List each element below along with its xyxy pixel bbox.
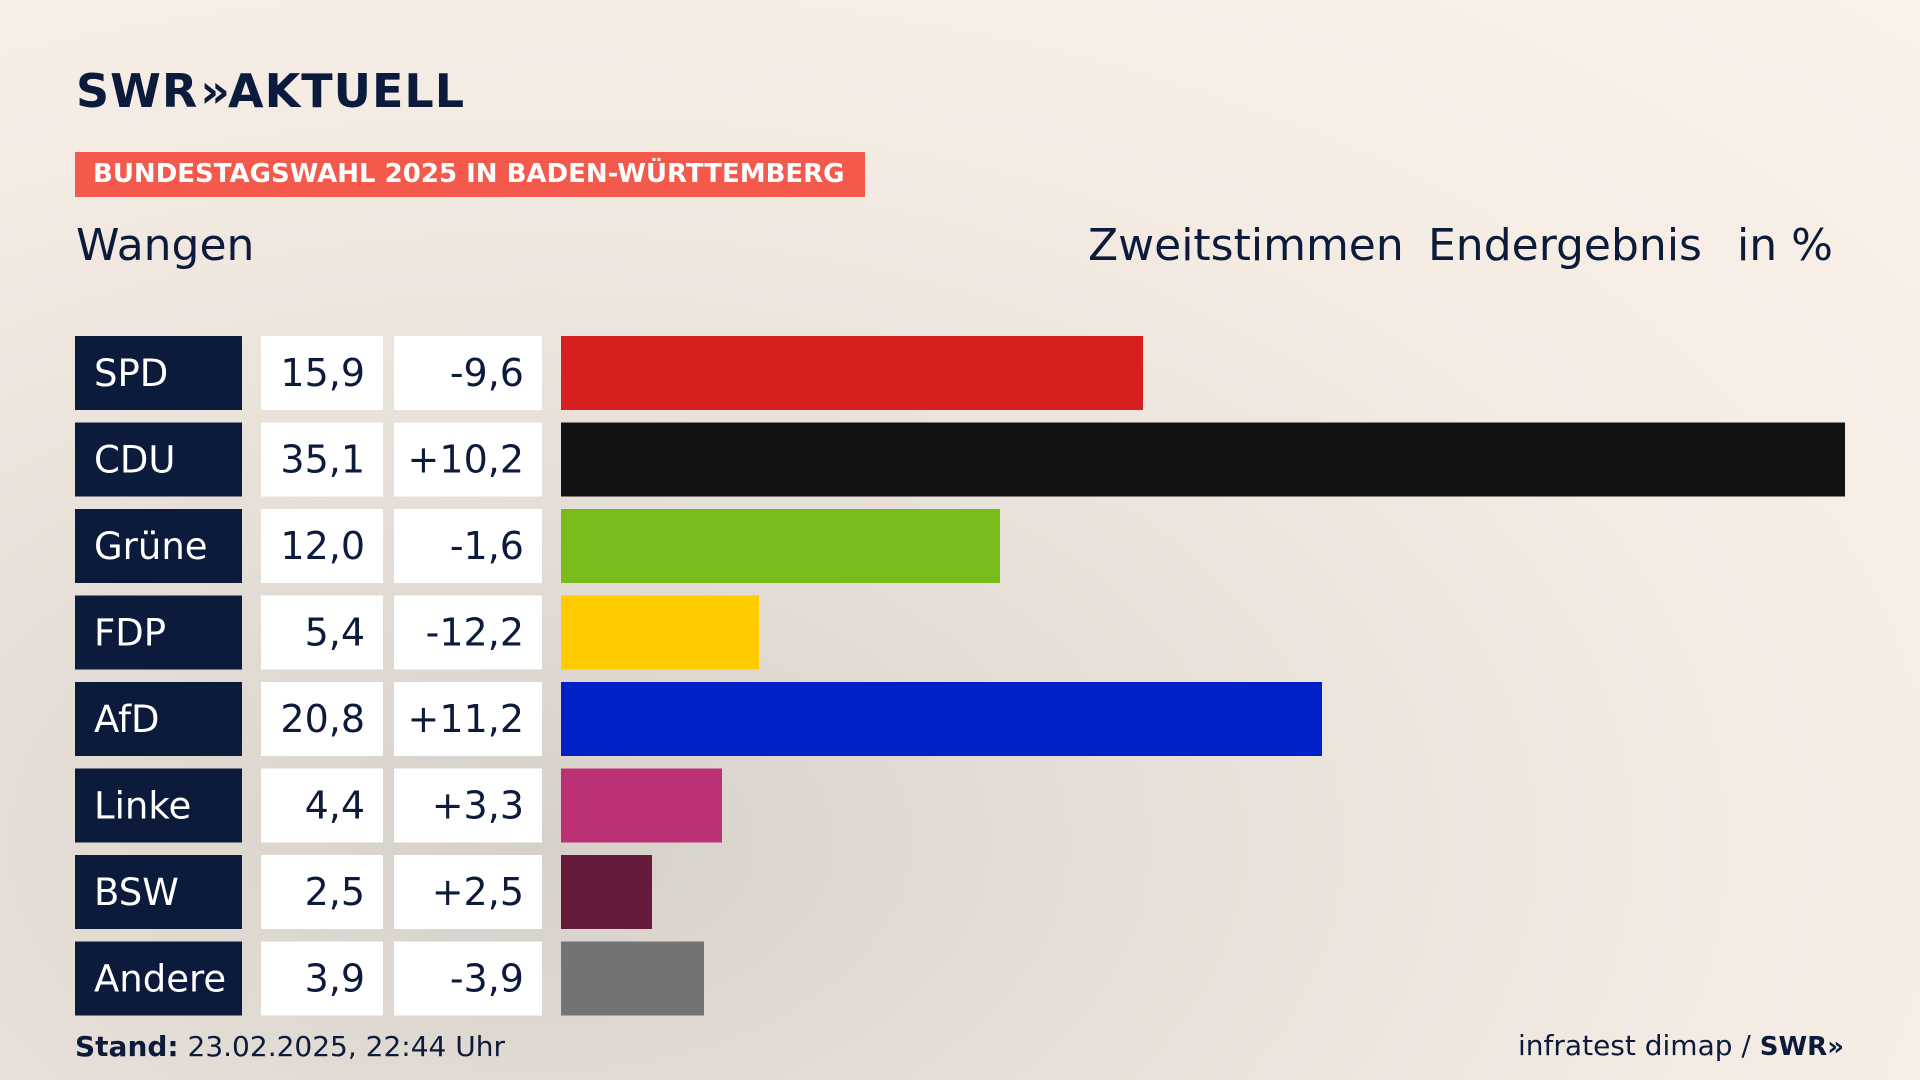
swr-aktuell-logo: SWR» AKTUELL — [76, 64, 465, 118]
chart-row-0: SPD 15,9 -9,6 — [75, 336, 1143, 410]
chart-row-7: Andere 3,9 -3,9 — [75, 941, 704, 1016]
logo-swr-text: SWR — [76, 64, 199, 118]
change-box — [394, 336, 542, 410]
result-type-label: Endergebnis — [1428, 220, 1702, 271]
party-label: SPD — [94, 352, 168, 395]
bar-andere — [561, 941, 704, 1016]
chart-row-3: FDP 5,4 -12,2 — [75, 595, 759, 670]
party-label-box — [75, 855, 242, 929]
party-label-box — [75, 509, 242, 583]
value-box — [261, 941, 383, 1016]
stand-label: Stand: — [75, 1030, 179, 1063]
change-label: +2,5 — [432, 870, 524, 914]
chart-row-6: BSW 2,5 +2,5 — [75, 855, 652, 929]
change-box — [394, 855, 542, 929]
value-label: 15,9 — [280, 351, 365, 395]
value-label: 12,0 — [280, 524, 365, 568]
value-label: 2,5 — [305, 870, 365, 914]
bar-spd — [561, 336, 1143, 410]
timestamp: Stand: 23.02.2025, 22:44 Uhr — [75, 1030, 505, 1063]
value-box — [261, 768, 383, 843]
value-label: 35,1 — [280, 438, 365, 482]
value-box — [261, 422, 383, 497]
party-label-box — [75, 941, 242, 1016]
change-label: -9,6 — [450, 351, 524, 395]
party-label: BSW — [94, 871, 179, 914]
party-label: AfD — [94, 698, 160, 741]
source-credit: infratest dimap / SWR» — [1518, 1029, 1844, 1062]
chart-row-2: Grüne 12,0 -1,6 — [75, 509, 1000, 583]
party-label: CDU — [94, 439, 175, 482]
value-box — [261, 595, 383, 670]
bar-cdu — [561, 422, 1845, 497]
unit-label: in % — [1737, 220, 1833, 271]
party-label: Andere — [94, 958, 226, 1001]
value-box — [261, 855, 383, 929]
party-label-box — [75, 768, 242, 843]
change-label: +11,2 — [408, 697, 524, 741]
vote-type-label: Zweitstimmen — [1088, 220, 1404, 271]
logo-aktuell-text: AKTUELL — [228, 64, 466, 118]
change-label: -3,9 — [450, 957, 524, 1001]
value-box — [261, 509, 383, 583]
change-label: -1,6 — [450, 524, 524, 568]
chart-row-4: AfD 20,8 +11,2 — [75, 682, 1322, 756]
party-label: FDP — [94, 612, 166, 655]
bar-grüne — [561, 509, 1000, 583]
party-label: Linke — [94, 785, 191, 828]
value-label: 5,4 — [305, 611, 365, 655]
value-label: 4,4 — [305, 784, 365, 828]
swr-mini-logo: SWR» — [1759, 1032, 1844, 1062]
value-box — [261, 336, 383, 410]
change-label: +3,3 — [432, 784, 524, 828]
bar-linke — [561, 768, 722, 843]
change-box — [394, 595, 542, 670]
chart-row-5: Linke 4,4 +3,3 — [75, 768, 722, 843]
change-box — [394, 768, 542, 843]
party-label-box — [75, 422, 242, 497]
region-title: Wangen — [76, 220, 255, 271]
change-box — [394, 682, 542, 756]
change-label: +10,2 — [408, 438, 524, 482]
party-label-box — [75, 682, 242, 756]
election-badge: BUNDESTAGSWAHL 2025 IN BADEN-WÜRTTEMBERG — [75, 152, 865, 197]
value-box — [261, 682, 383, 756]
change-box — [394, 941, 542, 1016]
party-label-box — [75, 595, 242, 670]
bar-fdp — [561, 595, 759, 670]
value-label: 20,8 — [280, 697, 365, 741]
party-label: Grüne — [94, 525, 208, 568]
change-box — [394, 422, 542, 497]
party-label-box — [75, 336, 242, 410]
bar-bsw — [561, 855, 652, 929]
stand-value: 23.02.2025, 22:44 Uhr — [187, 1030, 505, 1063]
source-text: infratest dimap / — [1518, 1029, 1751, 1062]
change-label: -12,2 — [426, 611, 524, 655]
chart-row-1: CDU 35,1 +10,2 — [75, 422, 1845, 497]
change-box — [394, 509, 542, 583]
value-label: 3,9 — [305, 957, 365, 1001]
bar-afd — [561, 682, 1322, 756]
